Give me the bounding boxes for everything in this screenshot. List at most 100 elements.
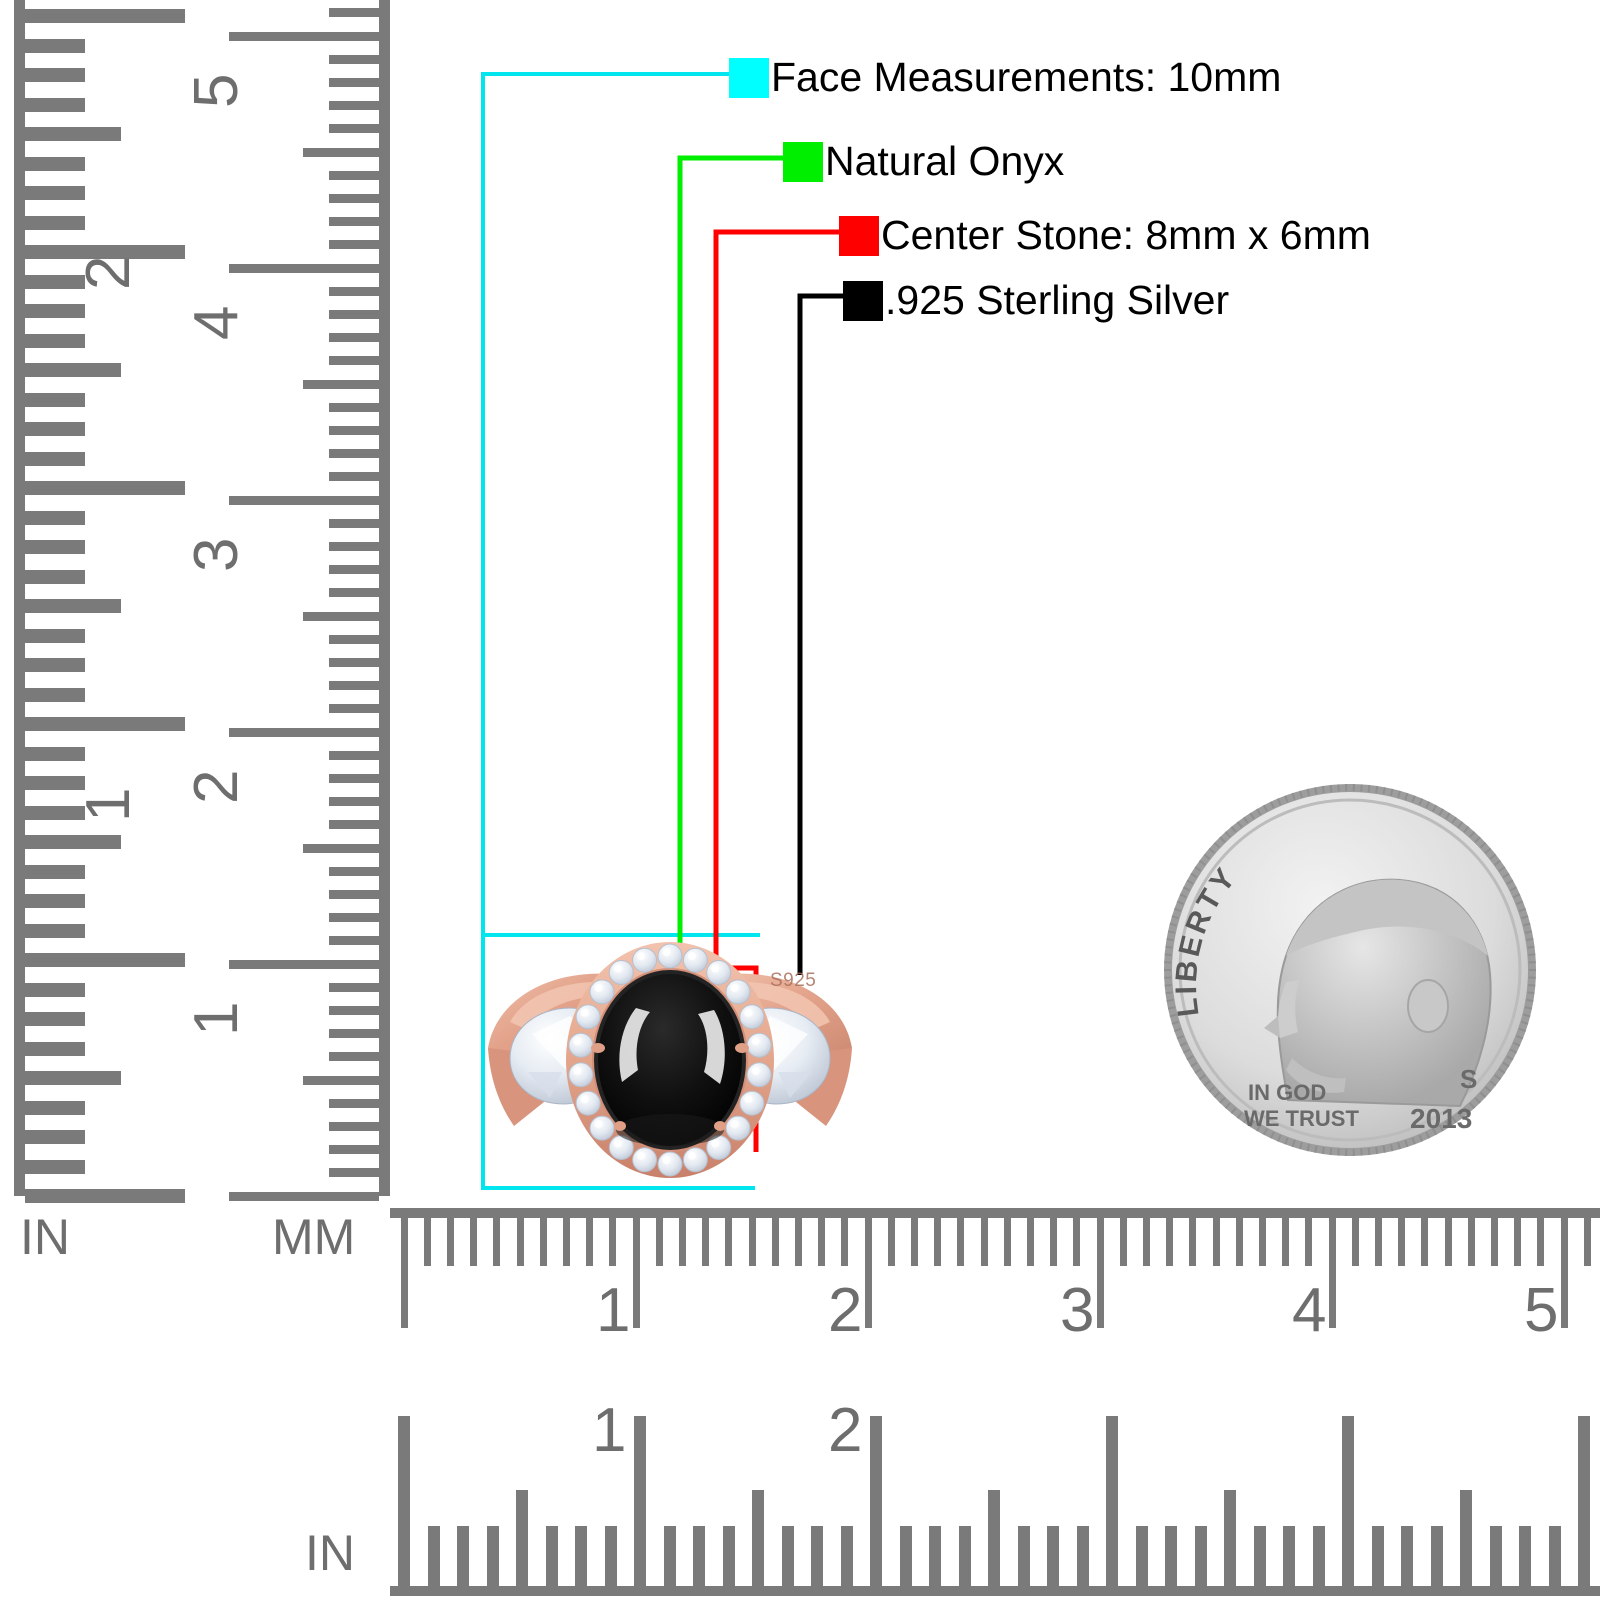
vertical-inch-unit-label: IN — [20, 1209, 70, 1265]
leader-line-sterling-silver — [797, 293, 845, 975]
ruler-tick — [586, 1218, 594, 1266]
ruler-tick — [303, 1075, 379, 1085]
coin-reed — [1516, 1034, 1524, 1040]
coin-reed — [1469, 1102, 1476, 1109]
coin-reed — [1425, 1131, 1431, 1139]
halo-stone-highlight — [580, 1095, 589, 1104]
coin-reed — [1171, 1020, 1179, 1025]
ring-product-image: S925 — [488, 942, 852, 1178]
coin-reed — [1397, 790, 1401, 798]
ruler-tick — [958, 1526, 971, 1586]
coin-reed — [1382, 787, 1386, 795]
coin-reed — [1418, 1134, 1424, 1142]
coin-reed — [1182, 1048, 1191, 1054]
coin-year: 2013 — [1410, 1103, 1472, 1134]
ruler-tick — [329, 309, 379, 319]
ruler-tick — [1050, 1218, 1058, 1266]
ruler-tick — [25, 1189, 185, 1203]
coin-reed — [1521, 1020, 1529, 1025]
halo-stone-highlight — [637, 952, 646, 961]
coin-reed — [1411, 795, 1416, 803]
coin-reed — [1418, 798, 1424, 806]
ruler-tick — [1578, 1416, 1590, 1586]
ruler-tick — [329, 797, 379, 807]
coin-reed — [1230, 826, 1237, 833]
halo-stone-highlight — [744, 1008, 753, 1017]
leader-line-center-stone — [713, 229, 845, 968]
halo-stone-highlight — [751, 1037, 760, 1046]
coin-reed — [1321, 785, 1325, 794]
halo-stone-highlight — [711, 964, 720, 973]
vertical-inch-ruler-spine — [14, 0, 25, 1196]
ruler-tick — [329, 54, 379, 64]
ruler-tick — [1398, 1218, 1406, 1266]
ruler-tick — [748, 1218, 756, 1266]
roosevelt-portrait — [1264, 878, 1492, 1108]
ruler-tick — [329, 704, 379, 714]
ruler-tick — [329, 77, 379, 87]
coin-reed — [1404, 792, 1409, 801]
ruler-tick — [329, 936, 379, 946]
coin-reed — [1484, 847, 1492, 854]
coin-reed — [1425, 801, 1431, 809]
ruler-tick — [470, 1218, 478, 1266]
ruler-tick — [25, 1012, 85, 1026]
coin-reed — [1457, 1111, 1464, 1119]
coin-reed — [1167, 1006, 1176, 1010]
coin-reed — [1463, 826, 1470, 833]
coin-reed — [1179, 1041, 1187, 1047]
ruler-tick — [25, 9, 185, 23]
ruler-tick — [329, 333, 379, 343]
ruler-tick — [25, 687, 85, 702]
ruler-tick — [493, 1218, 501, 1266]
ruler-tick — [25, 835, 121, 849]
ruler-tick — [329, 588, 379, 598]
coin-reed — [1329, 1147, 1333, 1156]
coin-reed — [1236, 821, 1243, 829]
coin-reed — [1186, 1055, 1194, 1061]
coin-reed — [1479, 1091, 1487, 1099]
ruler-tick — [25, 215, 85, 230]
coin-reed — [1224, 1102, 1231, 1109]
ruler-tick — [25, 422, 85, 436]
ruler-tick — [25, 156, 85, 171]
ruler-tick — [329, 170, 379, 180]
natural-onyx-swatch — [783, 141, 823, 182]
coin-reed — [1516, 900, 1524, 906]
horizontal-mm-number: 1 — [596, 1276, 631, 1345]
legend-item-sterling-silver: .925 Sterling Silver — [843, 277, 1229, 324]
coin-reed — [1445, 1120, 1451, 1128]
ruler-tick — [988, 1490, 1000, 1586]
ruler-tick — [1467, 1218, 1475, 1266]
coin-reed — [1528, 953, 1536, 956]
center-stone-onyx — [594, 970, 746, 1150]
ruler-tick — [329, 541, 379, 551]
halo-stone — [589, 979, 615, 1005]
legend-label-natural-onyx: Natural Onyx — [825, 138, 1065, 184]
coin-reed — [1262, 1128, 1268, 1136]
horizontal-inch-unit-label: IN — [305, 1525, 355, 1581]
ruler-tick — [25, 540, 85, 554]
coin-reed — [1198, 1074, 1206, 1081]
coin-reed — [1166, 938, 1174, 942]
halo-stone — [568, 1032, 594, 1058]
coin-reed — [1291, 1139, 1296, 1148]
ruler-tick — [329, 402, 379, 412]
ruler-tick — [25, 599, 121, 613]
ruler-tick — [1460, 1490, 1472, 1586]
coin-reed — [1457, 821, 1464, 829]
ruler-tick — [25, 1159, 85, 1174]
halo-stone — [608, 960, 634, 985]
us-dime-coin: LIBERTY IN GOD WE TRUST 2013 S — [1164, 783, 1536, 1157]
ruler-tick — [229, 727, 379, 737]
coin-reed — [1194, 1068, 1202, 1074]
ruler-tick — [1401, 1526, 1413, 1586]
coin-reed — [1432, 1128, 1438, 1136]
ruler-tick — [1165, 1526, 1177, 1586]
ruler-tick — [25, 569, 85, 584]
coin-reed — [1284, 1137, 1289, 1145]
coin-reed — [1262, 804, 1268, 812]
ruler-tick — [329, 472, 379, 482]
ruler-tick — [229, 263, 379, 273]
